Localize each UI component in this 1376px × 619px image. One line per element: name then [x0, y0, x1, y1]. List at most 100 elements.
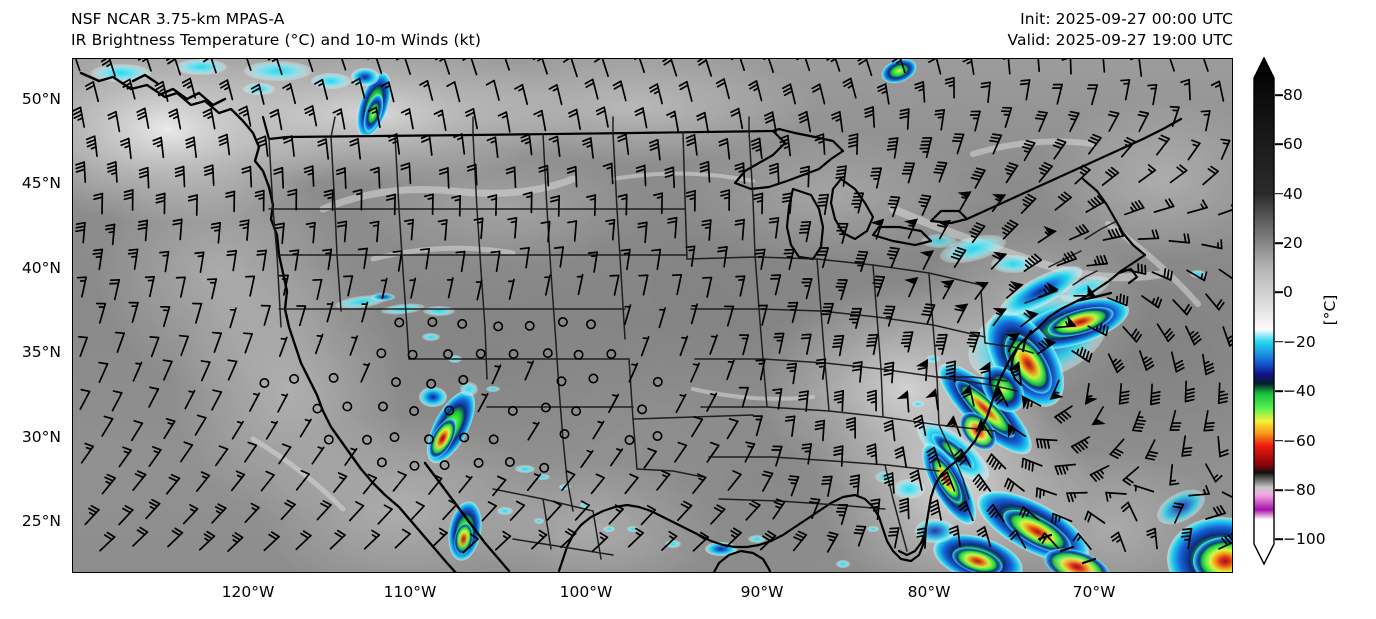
wind-barb: [1125, 263, 1147, 275]
map-axes: [72, 58, 1233, 573]
wind-barb: [532, 59, 548, 75]
wind-barb: [509, 500, 526, 521]
wind-barb: [267, 59, 283, 76]
wind-barb: [351, 77, 366, 99]
wind-barb: [916, 527, 927, 549]
wind-barb: [219, 79, 234, 101]
wind-barb: [666, 110, 680, 133]
wind-barb: [326, 301, 334, 323]
wind-barb: [634, 59, 646, 74]
wind-barb: [548, 84, 563, 106]
wind-barb: [886, 137, 899, 159]
calm-wind-circle: [312, 403, 323, 414]
wind-barb: [1122, 326, 1143, 343]
wind-barb: [1107, 353, 1125, 374]
wind-barb: [243, 59, 252, 71]
wind-barb: [939, 471, 956, 492]
wind-barb: [1188, 485, 1210, 497]
wind-barb: [815, 358, 827, 380]
wind-barb: [433, 109, 447, 131]
colorbar-tick-label: −80: [1283, 480, 1316, 499]
wind-barb: [492, 475, 507, 497]
calm-wind-circle: [504, 456, 515, 467]
wind-barb: [1004, 162, 1019, 184]
wind-barb: [706, 392, 718, 412]
wind-barb: [282, 83, 297, 105]
wind-barb: [986, 503, 1005, 523]
wind-barb: [230, 470, 246, 492]
calm-wind-circle: [606, 348, 617, 359]
wind-barb: [369, 220, 380, 243]
wind-barb: [317, 138, 330, 160]
wind-barb: [137, 219, 149, 242]
wind-barb: [314, 78, 329, 100]
wind-barb: [1144, 439, 1159, 461]
wind-barb: [363, 529, 381, 550]
model-title: NSF NCAR 3.75-km MPAS-A: [71, 10, 285, 28]
wind-barb: [936, 220, 952, 240]
wind-barb: [388, 133, 401, 155]
wind-barb: [225, 190, 236, 213]
wind-barb: [962, 59, 975, 76]
wind-barb: [166, 59, 182, 76]
wind-barb: [101, 415, 114, 437]
wind-barb: [833, 445, 844, 467]
wind-barb: [919, 250, 935, 270]
wind-barb: [870, 218, 885, 240]
wind-barb: [710, 504, 726, 525]
wind-barb: [1008, 529, 1027, 549]
wind-barb: [1105, 491, 1127, 502]
wind-barb: [1169, 105, 1180, 128]
wind-barb: [76, 276, 88, 298]
wind-barb: [816, 193, 829, 216]
wind-barb: [1074, 164, 1091, 185]
wind-barb: [1069, 224, 1090, 241]
wind-barb: [1110, 531, 1127, 553]
wind-barb: [481, 501, 497, 522]
wind-barb: [1181, 435, 1193, 457]
colorbar-tick-mark: [1275, 341, 1283, 343]
wind-barb: [419, 247, 431, 270]
wind-barb: [927, 59, 942, 75]
wind-barb: [490, 250, 501, 273]
wind-barb: [899, 497, 910, 520]
wind-barb: [180, 441, 194, 463]
wind-barb: [314, 333, 324, 355]
wind-barb: [254, 189, 265, 212]
wind-barb: [966, 331, 981, 353]
calm-wind-circle: [427, 316, 438, 327]
wind-barb: [974, 281, 989, 300]
wind-barb: [1132, 410, 1147, 433]
wind-barb: [763, 59, 775, 74]
calm-wind-circle: [493, 321, 504, 332]
wind-barb: [1147, 83, 1158, 106]
wind-barb: [1084, 510, 1106, 524]
wind-barb: [1141, 295, 1163, 309]
calm-wind-circle: [457, 318, 468, 329]
wind-barb: [609, 274, 620, 296]
wind-barb: [725, 527, 742, 548]
wind-barb: [986, 453, 1007, 471]
wind-barb: [886, 246, 900, 269]
wind-barb: [1205, 505, 1226, 520]
wind-barb: [748, 80, 763, 102]
colorbar-unit-label: [°C]: [1321, 294, 1339, 326]
wind-barb: [1023, 253, 1043, 272]
wind-barb: [100, 59, 116, 77]
wind-barb: [1037, 337, 1057, 355]
wind-barb: [73, 106, 86, 128]
wind-barb: [332, 108, 346, 130]
wind-barb: [277, 393, 289, 413]
wind-barb: [731, 59, 746, 71]
wind-barb: [592, 420, 605, 440]
wind-barb: [685, 134, 698, 156]
wind-barb: [883, 419, 896, 442]
wind-barb: [241, 165, 253, 188]
wind-barb: [976, 526, 992, 547]
wind-barb: [661, 530, 678, 551]
wind-barb: [677, 500, 693, 522]
wind-barb: [692, 531, 709, 552]
wind-barb: [989, 133, 1003, 155]
wind-barb: [934, 333, 948, 356]
wind-barb: [194, 414, 207, 436]
